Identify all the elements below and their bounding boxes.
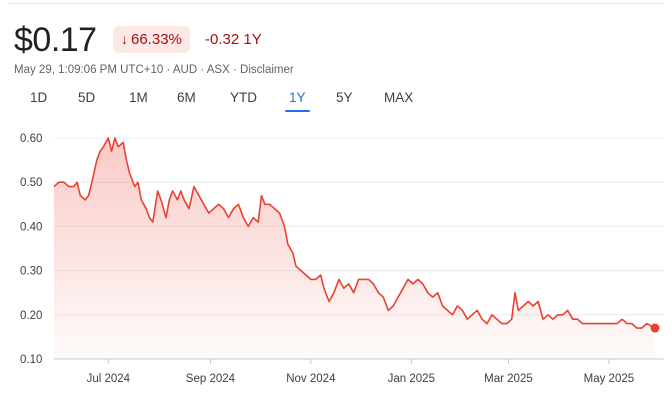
arrow-down-icon: ↓ [121,31,128,47]
tab-6m[interactable]: 6M [177,88,196,108]
tab-label: 1Y [289,90,306,105]
x-axis-ticks [107,359,610,364]
y-tick-label: 0.30 [20,266,42,278]
quote-meta: May 29, 1:09:06 PM UTC+10 · AUD · ASX · … [14,64,294,76]
x-tick-label: May 2025 [584,373,635,385]
x-tick-label: Mar 2025 [484,373,533,385]
meta-separator: · [232,64,237,76]
tab-label: 5Y [336,90,353,105]
change-percent: 66.33% [131,31,182,48]
y-tick-label: 0.20 [20,310,42,322]
meta-separator: · [200,64,205,76]
tab-1d[interactable]: 1D [30,88,47,108]
change-percent-badge: ↓ 66.33% [113,26,190,53]
disclaimer-link[interactable]: Disclaimer [240,64,294,76]
timestamp: May 29, 1:09:06 PM UTC+10 [14,64,164,76]
exchange: ASX [206,64,230,76]
tab-5y[interactable]: 5Y [336,88,353,108]
tab-max[interactable]: MAX [384,88,413,108]
price-line [53,137,656,329]
currency: AUD [172,64,198,76]
x-tick-label: Jan 2025 [388,373,435,385]
y-tick-label: 0.10 [20,354,42,366]
top-divider [8,3,664,4]
current-price-dot [650,323,660,333]
tab-label: MAX [384,90,414,105]
active-tab-underline [285,110,310,112]
current-price: $0.17 [14,21,97,59]
x-axis-labels: Jul 2024 Sep 2024 Nov 2024 Jan 2025 Mar 2025… [87,373,635,385]
x-tick-label: Jul 2024 [87,373,131,385]
tab-label: 1D [30,90,48,105]
tab-label: 1M [129,90,148,105]
meta-separator: · [166,64,171,76]
y-axis-labels: 0.60 0.50 0.40 0.30 0.20 0.10 [20,133,42,366]
tab-ytd[interactable]: YTD [230,88,257,108]
price-chart[interactable]: 0.60 0.50 0.40 0.30 0.20 0.10 Jul 2024 Sep 202… [0,120,672,400]
x-tick-label: Nov 2024 [286,373,336,385]
tab-5d[interactable]: 5D [78,88,95,108]
y-tick-label: 0.60 [20,133,42,145]
tab-1m[interactable]: 1M [129,88,148,108]
y-tick-label: 0.50 [20,177,42,189]
change-value: -0.32 1Y [205,31,262,48]
tab-label: 6M [177,90,196,105]
tab-label: 5D [78,90,96,105]
tab-label: YTD [230,90,257,105]
price-area [54,138,655,359]
tab-1y[interactable]: 1Y [285,88,310,112]
x-tick-label: Sep 2024 [186,373,236,385]
y-tick-label: 0.40 [20,221,42,233]
